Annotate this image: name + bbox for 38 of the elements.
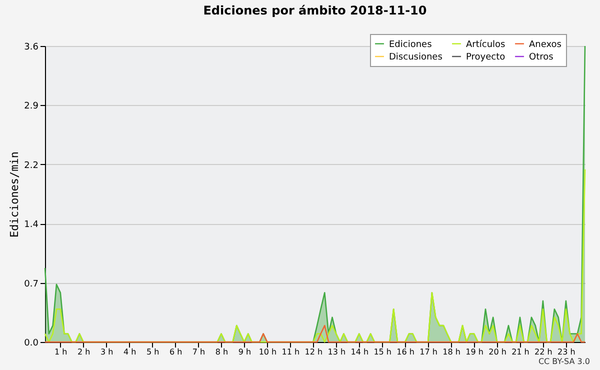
x-tick-label: 17 h [420,348,438,356]
legend-label: Proyecto [466,52,506,62]
legend-label: Discusiones [389,52,443,62]
x-tick-label: 10 h [258,348,277,356]
x-tick-label: 16 h [396,348,414,356]
text: CC BY-SA 3.0 [538,357,590,366]
y-tick-label: 2.2 [24,160,38,171]
x-tick-label: 15 h [374,348,392,356]
y-axis-title: Ediciones/min [8,151,22,238]
x-tick-label: 11 h [282,348,300,356]
y-tick-label: 2.9 [24,102,39,112]
legend-label: Artículos [466,38,506,50]
y-tick-label: 3.6 [24,42,39,52]
x-tick-label: 8 h [215,348,228,356]
legend-label: Anexos [529,40,562,50]
x-tick-label: 18 h [442,348,460,356]
y-tick-label: 0.0 [24,338,39,348]
x-tick-label: 14 h [350,348,369,356]
legend-label: Otros [529,52,554,62]
x-tick-label: 13 h [328,348,346,356]
y-tick-label: 0.7 [24,279,38,290]
x-tick-label: 6 h [169,348,182,356]
x-tick-label: 21 h [512,348,530,356]
x-tick-label: 7 h [192,348,206,356]
x-tick-label: 1 h [54,348,68,356]
legend-label: Ediciones [389,40,432,50]
x-tick-label: 3 h [100,348,114,356]
chart-title: Ediciones por ámbito 2018-11-10 [203,4,427,18]
x-tick-label: 19 h [466,348,484,356]
x-tick-label: 22 h [534,348,552,356]
x-tick-label: 5 h [146,348,160,356]
x-tick-label: 23 h [558,348,576,356]
x-tick-label: 2 h [78,348,90,356]
x-tick-label: 9 h [238,348,252,356]
x-tick-label: 20 h [488,348,506,356]
x-tick-label: 4 h [123,348,136,356]
x-tick-label: 12 h [304,348,323,356]
y-tick-label: 1.4 [24,220,39,230]
